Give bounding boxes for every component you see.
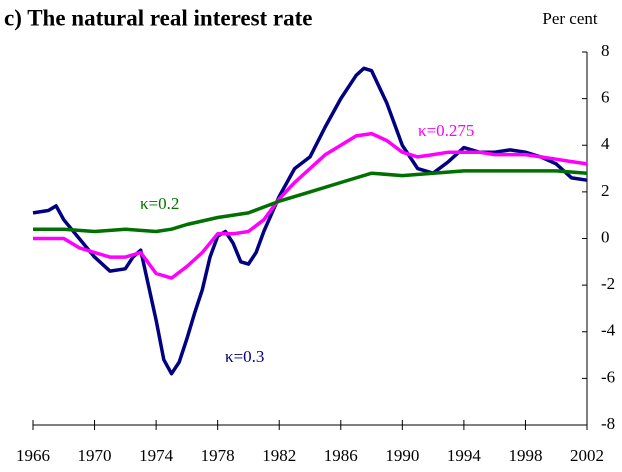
y-tick-label: 2 <box>601 181 610 200</box>
y-tick-label: 0 <box>601 227 610 246</box>
y-tick-label: 6 <box>601 88 610 107</box>
x-tick-label: 1966 <box>16 446 50 465</box>
x-tick-label: 1970 <box>78 446 112 465</box>
series-label: κ=0.2 <box>140 194 179 213</box>
y-tick-label: -4 <box>601 321 616 340</box>
series-label: κ=0.3 <box>225 347 264 366</box>
y-axis-label: Per cent <box>542 9 598 28</box>
y-tick-label: -6 <box>601 367 615 386</box>
series-line <box>33 169 588 234</box>
x-tick-label: 1994 <box>447 446 482 465</box>
x-tick-label: 1978 <box>201 446 235 465</box>
x-tick-label: 1982 <box>262 446 296 465</box>
series-label: κ=0.275 <box>418 121 474 140</box>
y-tick-label: 8 <box>601 41 610 60</box>
y-tick-label: 4 <box>601 134 610 153</box>
x-tick-label: 1998 <box>508 446 542 465</box>
x-tick-label: 2002 <box>570 446 604 465</box>
chart-title: c) The natural real interest rate <box>4 5 313 30</box>
series-line <box>32 66 588 376</box>
x-tick-label: 1986 <box>324 446 358 465</box>
x-tick-label: 1974 <box>139 446 174 465</box>
y-tick-label: -2 <box>601 274 615 293</box>
x-tick-label: 1990 <box>385 446 419 465</box>
y-tick-label: -8 <box>601 414 615 433</box>
series-line <box>33 131 588 280</box>
